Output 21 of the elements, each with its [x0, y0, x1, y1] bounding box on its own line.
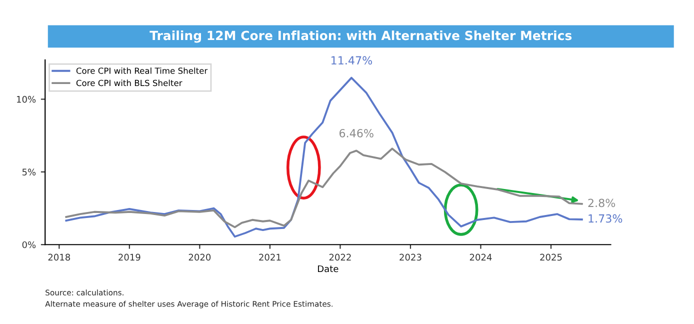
- x-tick-label: 2023: [400, 254, 422, 261]
- annotation: 2.8%: [588, 198, 616, 208]
- annotation: 6.46%: [340, 129, 374, 138]
- line-series: [65, 148, 583, 228]
- x-tick-label: 2022: [329, 254, 351, 261]
- x-tick-label: 2024: [470, 254, 492, 261]
- x-tick-label: 2019: [118, 254, 140, 261]
- annotation: 11.47%: [331, 56, 372, 65]
- line-series: [65, 76, 583, 238]
- x-tick-label: 2025: [540, 254, 562, 261]
- y-tick-label: 10%: [17, 96, 36, 103]
- y-tick-label: 0%: [22, 241, 36, 248]
- legend-label: Core CPI with Real Time Shelter: [76, 67, 208, 74]
- chart-title: Trailing 12M Core Inflation: with Alternative Shelter Metrics: [150, 30, 572, 43]
- x-tick-label: 2021: [259, 254, 281, 261]
- x-axis-title: Date: [318, 265, 338, 272]
- x-tick-label: 2020: [188, 254, 211, 261]
- x-tick-label: 2018: [48, 254, 70, 261]
- annotation: 1.73%: [588, 214, 622, 223]
- y-tick-label: 5%: [22, 168, 36, 176]
- legend-label: Core CPI with BLS Shelter: [76, 80, 182, 86]
